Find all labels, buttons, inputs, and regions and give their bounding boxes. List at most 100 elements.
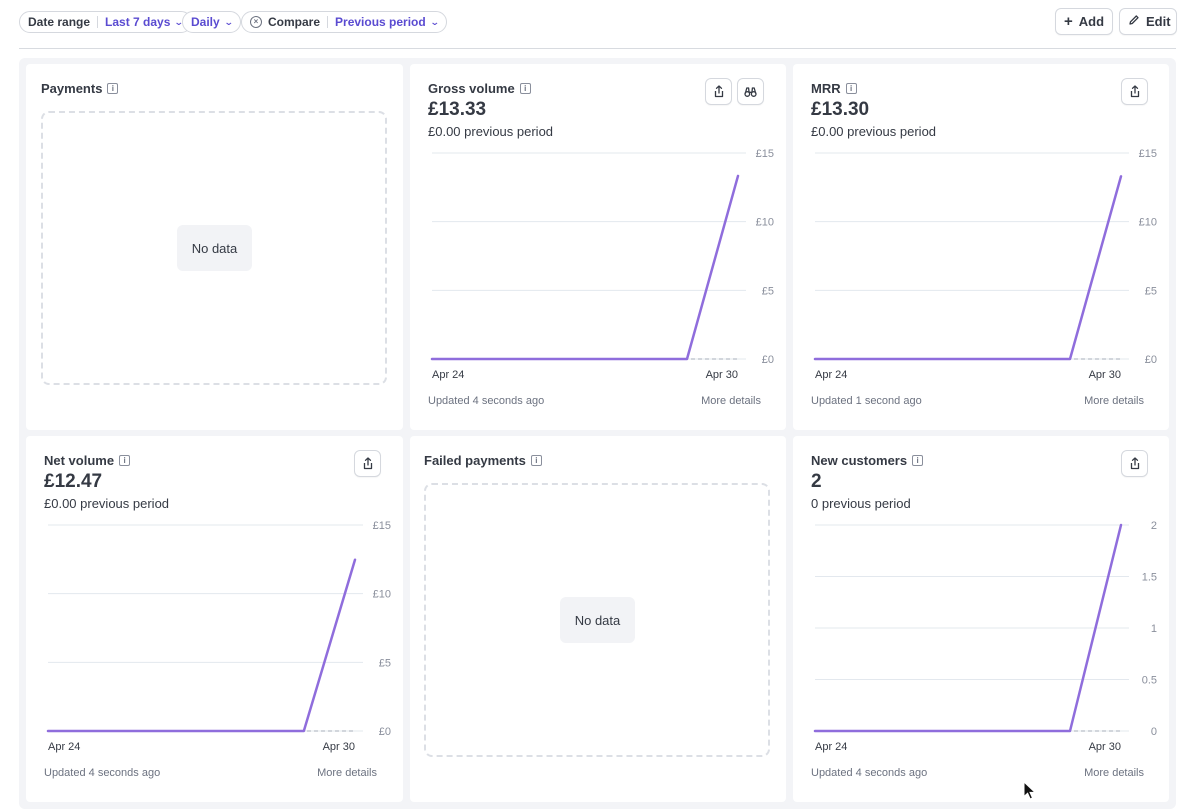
card-title: Net volume i xyxy=(44,453,131,468)
net-volume-card: Net volume i £12.47 £0.00 previous perio… xyxy=(26,436,403,802)
y-tick-label: 0.5 xyxy=(1142,675,1157,687)
no-data-message: No data xyxy=(177,225,252,271)
previous-period-value: £0.00 previous period xyxy=(428,124,554,139)
net-volume-chart: £0 £5 £10 £15 Apr 24 Apr 30 xyxy=(46,520,391,753)
metric-value: £13.30 xyxy=(811,99,870,120)
y-tick-label: £0 xyxy=(1145,354,1157,366)
series-line xyxy=(46,558,357,733)
date-range-filter[interactable]: Date range Last 7 days ⌄ xyxy=(19,11,192,33)
payments-card: Payments i No data xyxy=(26,64,403,430)
empty-chart-area xyxy=(424,483,770,757)
card-title-text: Failed payments xyxy=(424,453,526,468)
more-details-link[interactable]: More details xyxy=(701,395,761,407)
card-title-text: MRR xyxy=(811,81,841,96)
y-tick-label: £5 xyxy=(1145,285,1157,297)
y-tick-label: £5 xyxy=(762,285,774,297)
previous-period-value: £0.00 previous period xyxy=(811,124,937,139)
more-details-link[interactable]: More details xyxy=(1084,395,1144,407)
y-tick-label: 2 xyxy=(1151,520,1157,532)
y-tick-label: £10 xyxy=(1139,217,1157,229)
share-icon xyxy=(1130,85,1139,98)
chip-separator xyxy=(327,16,329,28)
y-tick-label: 1 xyxy=(1151,623,1157,635)
card-title: MRR i xyxy=(811,81,857,96)
add-button[interactable]: + Add xyxy=(1055,8,1113,35)
export-button[interactable] xyxy=(1121,78,1148,105)
export-button[interactable] xyxy=(1121,450,1148,477)
edit-button-label: Edit xyxy=(1146,14,1171,29)
filter-toolbar: Date range Last 7 days ⌄ Daily ⌄ × Compa… xyxy=(0,0,1200,50)
updated-timestamp: Updated 4 seconds ago xyxy=(811,767,928,779)
y-tick-label: £10 xyxy=(756,217,774,229)
info-icon[interactable]: i xyxy=(912,455,924,466)
share-icon xyxy=(1130,457,1139,470)
mrr-chart: £0 £5 £10 £15 Apr 24 Apr 30 xyxy=(813,148,1157,381)
y-tick-label: £0 xyxy=(762,354,774,366)
x-tick-label: Apr 24 xyxy=(48,741,80,753)
date-range-value: Last 7 days xyxy=(105,15,171,29)
card-title: Gross volume i xyxy=(428,81,531,96)
y-tick-label: £15 xyxy=(756,148,774,160)
share-icon xyxy=(363,457,372,470)
card-title: Payments i xyxy=(41,81,119,96)
export-button[interactable] xyxy=(354,450,381,477)
gross-volume-chart: £0 £5 £10 £15 Apr 24 Apr 30 xyxy=(430,148,774,381)
metric-value: £12.47 xyxy=(44,471,103,492)
updated-timestamp: Updated 1 second ago xyxy=(811,395,922,407)
card-title-text: Net volume xyxy=(44,453,115,468)
compare-value: Previous period xyxy=(335,15,426,29)
info-icon[interactable]: i xyxy=(119,455,131,466)
y-tick-label: £15 xyxy=(373,520,391,532)
previous-period-value: 0 previous period xyxy=(811,496,911,511)
chevron-down-icon: ⌄ xyxy=(223,16,234,27)
card-title-text: New customers xyxy=(811,453,908,468)
pencil-icon xyxy=(1128,14,1140,29)
more-details-link[interactable]: More details xyxy=(317,767,377,779)
binoculars-icon xyxy=(744,86,757,97)
chip-separator xyxy=(97,16,99,28)
interval-filter[interactable]: Daily ⌄ xyxy=(182,11,242,33)
clear-circle-icon[interactable]: × xyxy=(250,16,262,28)
info-icon[interactable]: i xyxy=(519,83,531,94)
x-tick-label: Apr 24 xyxy=(432,369,464,381)
plus-icon: + xyxy=(1064,13,1073,30)
empty-chart-area xyxy=(41,111,387,385)
y-tick-label: £15 xyxy=(1139,148,1157,160)
card-title-text: Payments xyxy=(41,81,103,96)
y-tick-label: £10 xyxy=(373,589,391,601)
edit-button[interactable]: Edit xyxy=(1119,8,1177,35)
chevron-down-icon: ⌄ xyxy=(174,16,185,27)
chevron-down-icon: ⌄ xyxy=(429,16,440,27)
mrr-card: MRR i £13.30 £0.00 previous period £0 £5 £… xyxy=(793,64,1169,430)
y-tick-label: £0 xyxy=(379,726,391,738)
more-details-link[interactable]: More details xyxy=(1084,767,1144,779)
metric-value: £13.33 xyxy=(428,99,487,120)
x-tick-label: Apr 30 xyxy=(706,369,738,381)
x-tick-label: Apr 30 xyxy=(1089,369,1121,381)
previous-period-value: £0.00 previous period xyxy=(44,496,170,511)
x-tick-label: Apr 24 xyxy=(815,369,847,381)
no-data-message: No data xyxy=(560,597,635,643)
card-title-text: Gross volume xyxy=(428,81,515,96)
info-icon[interactable]: i xyxy=(530,455,542,466)
export-button[interactable] xyxy=(705,78,732,105)
failed-payments-card: Failed payments i No data xyxy=(410,436,786,802)
metric-value: 2 xyxy=(811,471,822,492)
x-tick-label: Apr 24 xyxy=(815,741,847,753)
info-icon[interactable]: i xyxy=(107,83,119,94)
gross-volume-card: Gross volume i £13.33 £0.00 previous per… xyxy=(410,64,786,430)
share-icon xyxy=(714,85,723,98)
card-title: New customers i xyxy=(811,453,924,468)
toolbar-divider xyxy=(19,48,1176,49)
x-tick-label: Apr 30 xyxy=(1089,741,1121,753)
compare-filter[interactable]: × Compare Previous period ⌄ xyxy=(241,11,448,33)
interval-value: Daily xyxy=(191,15,220,29)
date-range-label: Date range xyxy=(28,15,91,29)
new-customers-card: New customers i 2 0 previous period 0 0.5… xyxy=(793,436,1169,802)
explore-button[interactable] xyxy=(737,78,764,105)
mouse-cursor-icon xyxy=(1023,781,1037,800)
add-button-label: Add xyxy=(1078,14,1105,29)
new-customers-chart: 0 0.5 1 1.5 2 Apr 24 Apr 30 xyxy=(813,520,1157,753)
y-tick-label: £5 xyxy=(379,657,391,669)
info-icon[interactable]: i xyxy=(845,83,857,94)
